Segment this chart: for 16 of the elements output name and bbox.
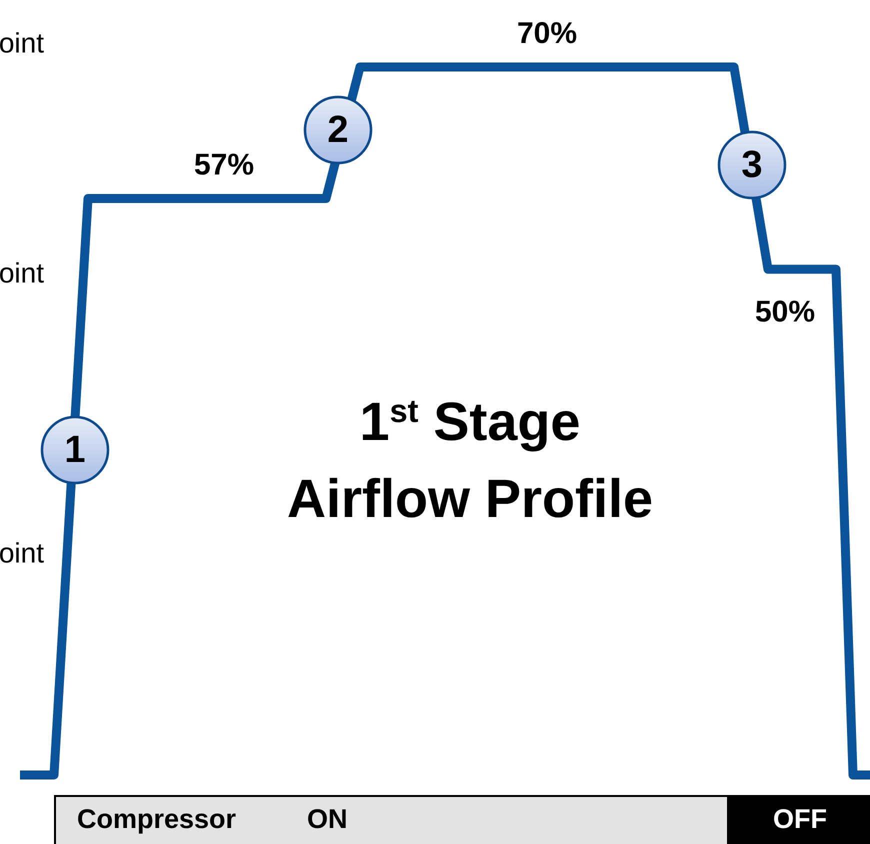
text: Compressor <box>77 804 237 834</box>
data-label: 57% <box>194 148 254 182</box>
data-label: 50% <box>754 295 816 328</box>
text: 1$^{st}$ Stage Airflow Profile <box>286 392 654 529</box>
numbered-circle: 3 <box>718 130 786 200</box>
text: OFF <box>773 804 827 834</box>
numbered-circle: 1 <box>40 416 110 484</box>
data-label: 70% <box>516 17 578 50</box>
annotation: oint <box>0 537 44 568</box>
annotation: oint <box>0 257 44 288</box>
numbered-circle: 2 <box>304 96 372 164</box>
annotation: 1 <box>64 429 86 471</box>
text: ON <box>307 804 348 834</box>
text: oint <box>0 27 44 58</box>
annotation: 2 <box>327 109 349 151</box>
annotation: 3 <box>741 144 763 186</box>
